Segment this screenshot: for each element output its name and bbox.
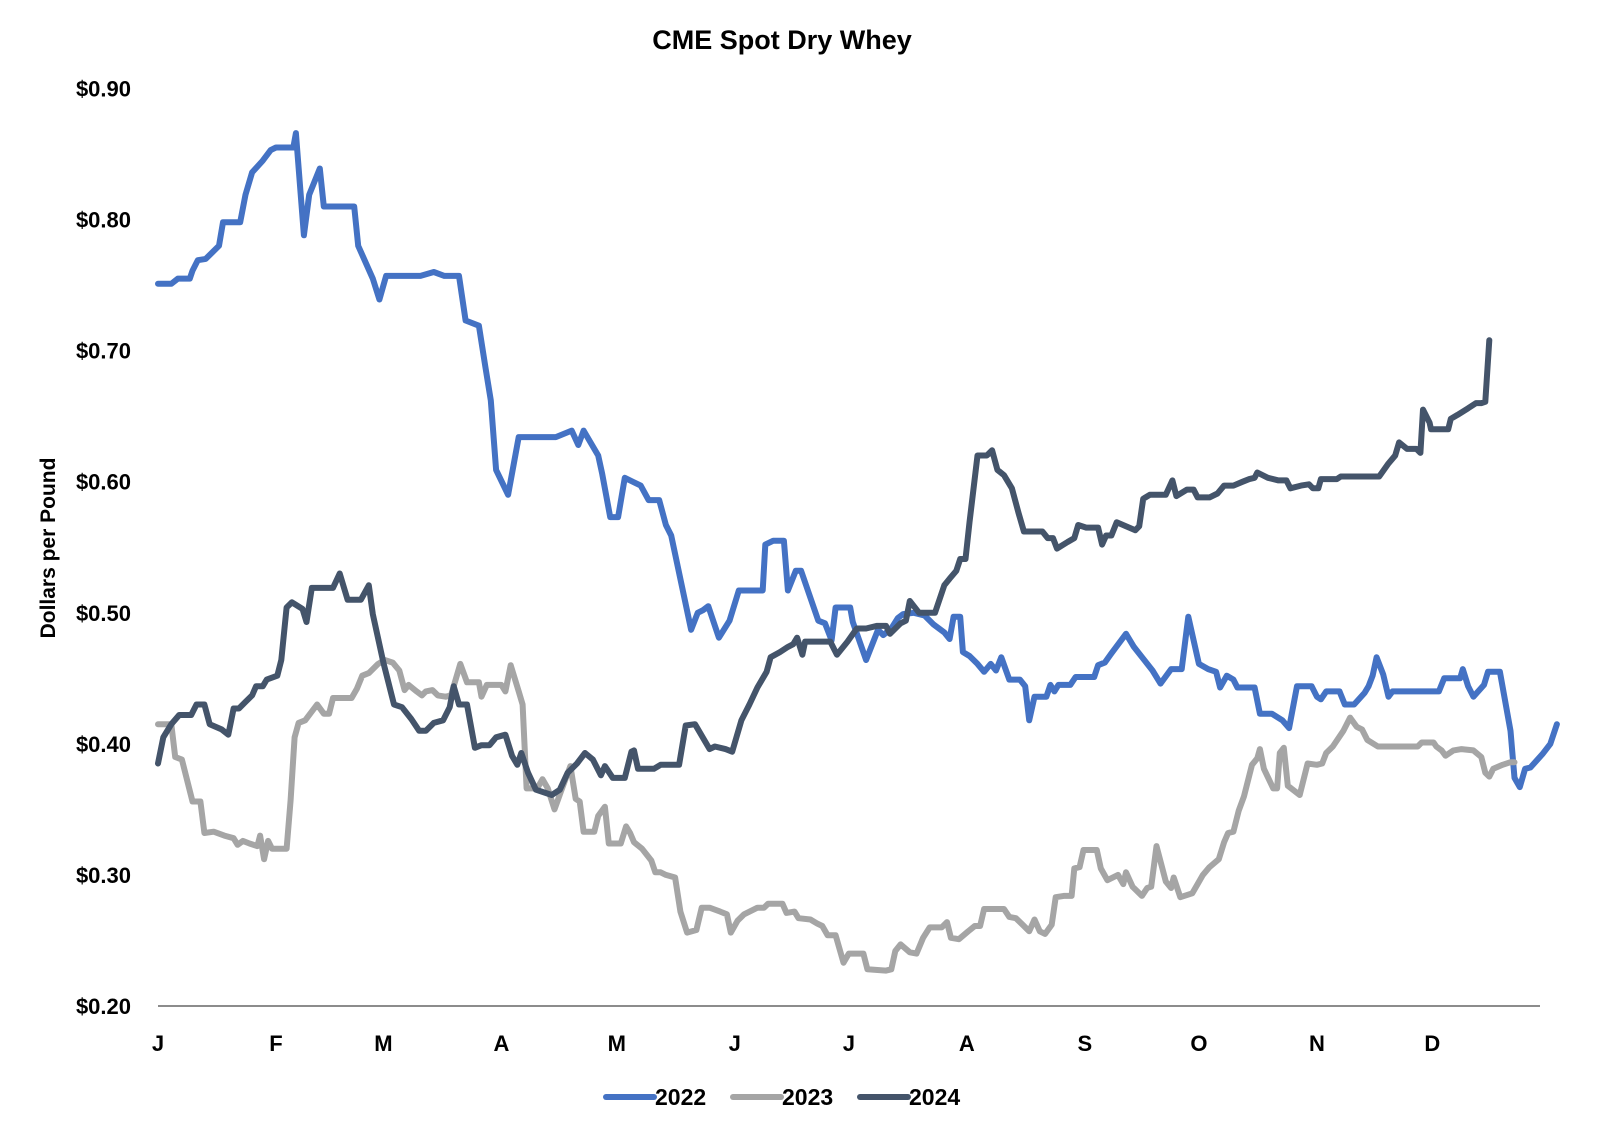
x-tick-label: J xyxy=(152,1031,164,1056)
chart-title: CME Spot Dry Whey xyxy=(652,25,912,55)
x-tick-label: N xyxy=(1309,1031,1325,1056)
y-axis-ticks: $0.90 $0.80 $0.70 $0.60 $0.50 $0.40 $0.30 $0.20 xyxy=(76,77,131,1020)
series-line-2024 xyxy=(155,337,1493,798)
legend-item-2022: 2022 xyxy=(603,1084,706,1110)
y-tick-label: $0.50 xyxy=(76,601,131,626)
y-axis-label: Dollars per Pound xyxy=(37,458,60,639)
y-tick-label: $0.80 xyxy=(76,208,131,233)
x-tick-label: F xyxy=(269,1031,282,1056)
legend-label: 2023 xyxy=(782,1084,833,1110)
legend-label: 2022 xyxy=(655,1084,706,1110)
x-tick-label: J xyxy=(843,1031,855,1056)
series-lines xyxy=(155,130,1560,974)
x-tick-label: J xyxy=(729,1031,741,1056)
x-tick-label: S xyxy=(1078,1031,1093,1056)
y-tick-label: $0.70 xyxy=(76,339,131,364)
y-tick-label: $0.30 xyxy=(76,863,131,888)
y-tick-label: $0.40 xyxy=(76,732,131,757)
legend-item-2023: 2023 xyxy=(730,1084,833,1110)
legend: 2022 2023 2024 xyxy=(603,1084,960,1110)
series-line-2023 xyxy=(155,657,1518,974)
y-tick-label: $0.60 xyxy=(76,470,131,495)
x-tick-label: D xyxy=(1424,1031,1440,1056)
y-tick-label: $0.90 xyxy=(76,77,131,102)
legend-item-2024: 2024 xyxy=(857,1084,960,1110)
series-line-2022 xyxy=(155,130,1560,791)
x-tick-label: A xyxy=(493,1031,509,1056)
x-tick-label: M xyxy=(374,1031,392,1056)
x-tick-label: O xyxy=(1190,1031,1207,1056)
legend-label: 2024 xyxy=(909,1084,960,1110)
x-tick-label: M xyxy=(608,1031,626,1056)
y-tick-label: $0.20 xyxy=(76,994,131,1019)
x-tick-label: A xyxy=(959,1031,975,1056)
